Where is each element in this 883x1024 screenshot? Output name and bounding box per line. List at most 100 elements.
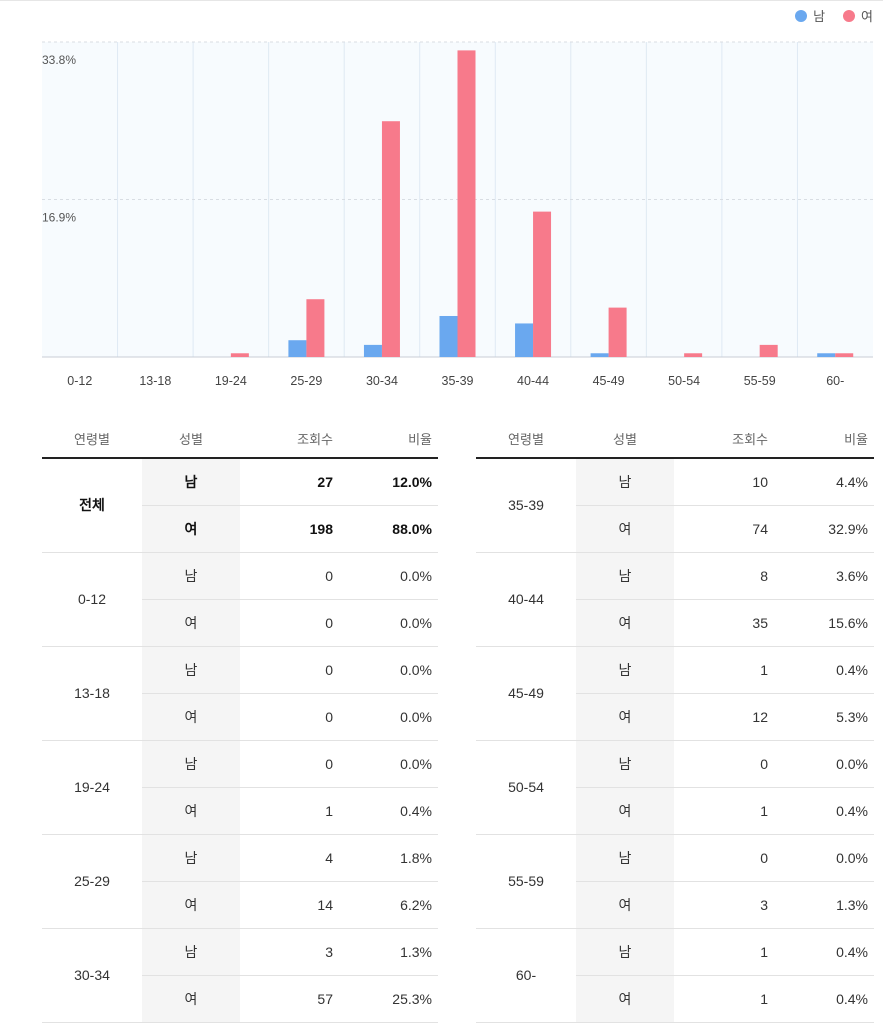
legend-item-male[interactable]: 남 [795, 6, 825, 25]
ratio-cell: 0.4% [774, 975, 874, 1023]
legend-label-female: 여 [861, 9, 873, 24]
gender-cell: 남 [576, 928, 674, 976]
table-row: 19-24 남 0 0.0% [42, 740, 438, 835]
x-tick-label: 55-59 [744, 374, 776, 388]
views-cell: 74 [674, 505, 774, 553]
gender-cell: 남 [142, 834, 240, 882]
views-cell: 14 [240, 881, 339, 929]
age-group-cell: 55-59 [476, 834, 576, 929]
gender-cell: 여 [576, 787, 674, 835]
age-group-cell: 0-12 [42, 552, 142, 647]
table-row: 60- 남 1 0.4% [476, 928, 874, 1023]
ratio-cell: 25.3% [339, 975, 438, 1023]
y-tick-label: 16.9% [42, 211, 76, 225]
table-header-row: 연령별 성별 조회수 비율 [42, 420, 438, 459]
age-group-cell: 60- [476, 928, 576, 1023]
bar-female-60- [835, 353, 854, 357]
x-tick-label: 35-39 [442, 374, 474, 388]
age-group-cell: 35-39 [476, 458, 576, 553]
bar-male-25-29 [288, 340, 307, 357]
age-group-cell: 30-34 [42, 928, 142, 1023]
views-cell: 0 [240, 693, 339, 741]
table-row: 여 1 0.4% [476, 975, 874, 1023]
x-tick-label: 45-49 [593, 374, 625, 388]
views-cell: 4 [240, 834, 339, 882]
age-group-cell: 25-29 [42, 834, 142, 929]
bar-female-30-34 [381, 121, 400, 357]
views-cell: 3 [240, 928, 339, 976]
header-age: 연령별 [476, 420, 576, 459]
table-row: 35-39 남 10 4.4% [476, 458, 874, 553]
views-cell: 1 [674, 646, 774, 694]
gender-cell: 남 [576, 458, 674, 506]
ratio-cell: 1.8% [339, 834, 438, 882]
gender-cell: 여 [576, 881, 674, 929]
views-cell: 1 [674, 975, 774, 1023]
ratio-cell: 0.0% [774, 740, 874, 788]
ratio-cell: 0.4% [339, 787, 438, 835]
ratio-cell: 1.3% [339, 928, 438, 976]
table-row: 여 198 88.0% [42, 505, 438, 553]
age-group-cell: 50-54 [476, 740, 576, 835]
x-tick-label: 30-34 [366, 374, 398, 388]
gender-cell: 남 [142, 458, 240, 506]
ratio-cell: 0.4% [774, 787, 874, 835]
gender-cell: 남 [576, 646, 674, 694]
x-tick-label: 0-12 [67, 374, 92, 388]
table-row: 25-29 남 4 1.8% [42, 834, 438, 929]
views-cell: 57 [240, 975, 339, 1023]
table-row: 여 12 5.3% [476, 693, 874, 741]
ratio-cell: 0.0% [339, 646, 438, 694]
table-row: 여 3 1.3% [476, 881, 874, 929]
table-row: 전체 남 27 12.0% [42, 458, 438, 553]
bar-female-19-24 [230, 353, 249, 357]
x-tick-label: 25-29 [290, 374, 322, 388]
x-tick-label: 19-24 [215, 374, 247, 388]
table-row: 50-54 남 0 0.0% [476, 740, 874, 835]
ratio-cell: 1.3% [774, 881, 874, 929]
bar-female-50-54 [684, 353, 703, 357]
ratio-cell: 88.0% [339, 505, 438, 553]
age-group-cell: 45-49 [476, 646, 576, 741]
table-row: 13-18 남 0 0.0% [42, 646, 438, 741]
views-cell: 0 [674, 834, 774, 882]
ratio-cell: 12.0% [339, 458, 438, 506]
gender-cell: 남 [142, 928, 240, 976]
age-gender-bar-chart: 16.9% 33.8% 0-12 13-18 19-24 25-29 30-34 35-39 4… [42, 41, 873, 388]
header-views: 조회수 [240, 420, 339, 459]
bar-female-25-29 [306, 299, 325, 357]
views-cell: 0 [240, 552, 339, 600]
ratio-cell: 0.0% [339, 693, 438, 741]
legend-dot-male-icon [795, 9, 808, 22]
table-row: 40-44 남 8 3.6% [476, 552, 874, 647]
views-cell: 1 [674, 787, 774, 835]
age-gender-table-left: 연령별 성별 조회수 비율 전체 남 27 12.0% 여 198 88.0% 0-12 남 0 0… [42, 420, 438, 1023]
bar-male-30-34 [363, 344, 382, 357]
ratio-cell: 0.0% [339, 740, 438, 788]
gender-cell: 여 [576, 693, 674, 741]
ratio-cell: 0.0% [339, 599, 438, 647]
age-group-cell: 19-24 [42, 740, 142, 835]
gender-cell: 여 [142, 505, 240, 553]
gender-cell: 남 [142, 646, 240, 694]
views-cell: 0 [240, 599, 339, 647]
header-gender: 성별 [576, 420, 674, 459]
age-group-cell: 전체 [42, 458, 142, 553]
table-row: 여 0 0.0% [42, 693, 438, 741]
bar-female-55-59 [759, 344, 778, 357]
views-cell: 1 [674, 928, 774, 976]
ratio-cell: 0.0% [339, 552, 438, 600]
age-group-cell: 40-44 [476, 552, 576, 647]
bar-female-35-39 [457, 50, 476, 357]
legend-item-female[interactable]: 여 [843, 6, 873, 25]
table-row: 여 57 25.3% [42, 975, 438, 1023]
table-row: 여 1 0.4% [42, 787, 438, 835]
table-row: 45-49 남 1 0.4% [476, 646, 874, 741]
table-row: 여 1 0.4% [476, 787, 874, 835]
table-row: 여 35 15.6% [476, 599, 874, 647]
x-tick-label: 60- [826, 374, 844, 388]
x-tick-label: 13-18 [139, 374, 171, 388]
bar-male-40-44 [515, 323, 534, 357]
bar-male-60- [817, 353, 836, 357]
gender-cell: 여 [142, 599, 240, 647]
